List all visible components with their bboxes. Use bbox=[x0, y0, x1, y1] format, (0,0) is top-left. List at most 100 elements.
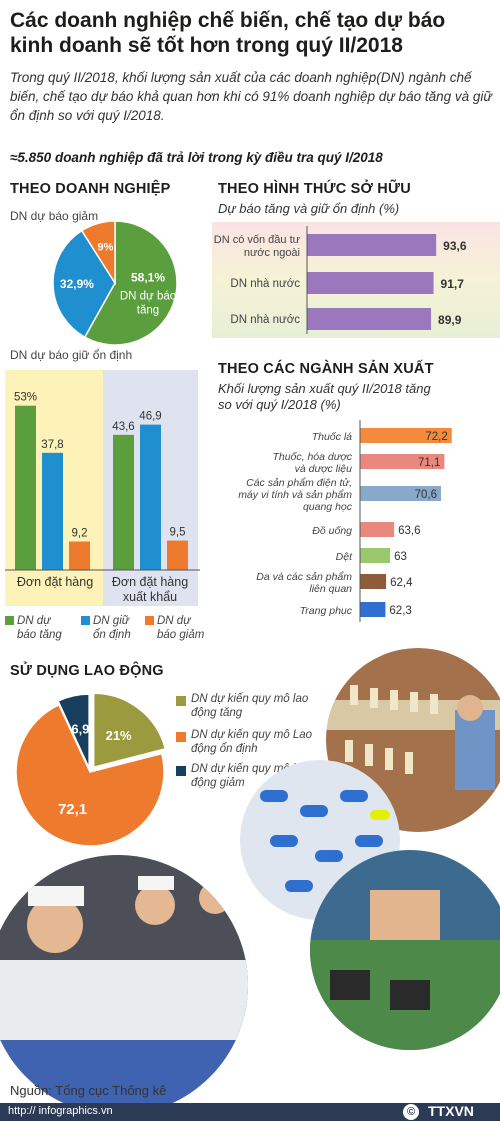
industry-value-label: 62,3 bbox=[389, 605, 411, 617]
labor-slice-0 bbox=[92, 692, 167, 769]
industry-category-label: và dược liệu bbox=[295, 463, 353, 475]
industry-value-label: 63 bbox=[394, 551, 407, 563]
garment-workers-photo bbox=[0, 855, 248, 1105]
survey-note: ≈5.850 doanh nghiệp đã trả lời trong kỳ … bbox=[10, 150, 383, 165]
industry-category-label: Các sản phẩm điện tử, bbox=[246, 477, 352, 489]
industry-category-label: Thuốc, hóa dược bbox=[272, 451, 352, 463]
industry-bar bbox=[360, 454, 445, 469]
website-link[interactable]: http:// infographics.vn bbox=[8, 1105, 113, 1117]
industry-bar bbox=[360, 602, 386, 617]
category-label: xuất khẩu bbox=[123, 590, 177, 604]
labor-slice-2 bbox=[57, 693, 90, 769]
ownership-category-label: DN có vốn đầu tư bbox=[214, 234, 301, 246]
industry-value-label: 71,1 bbox=[418, 457, 440, 469]
page-title: Các doanh nghiệp chế biến, chế tạo dự bá… bbox=[10, 9, 446, 57]
legend-label-decrease: DN dự báo giảm bbox=[157, 615, 205, 641]
source-text: Nguồn: Tổng cục Thống kê bbox=[10, 1083, 167, 1098]
ownership-value-label: 91,7 bbox=[441, 277, 465, 291]
industry-value-label: 72,2 bbox=[425, 431, 447, 443]
bar-1-0 bbox=[42, 452, 63, 570]
intro-text: Trong quý II/2018, khối lượng sản xuất c… bbox=[10, 70, 492, 123]
industry-bar bbox=[360, 574, 387, 589]
bar-value-label: 9,2 bbox=[72, 527, 88, 539]
ownership-value-label: 93,6 bbox=[443, 239, 467, 253]
legend-label-increase: DN dự báo tăng bbox=[17, 615, 62, 641]
pie-slice-increase bbox=[83, 220, 178, 346]
labor-value-label: 6,9 bbox=[71, 721, 89, 736]
section-heading-industry: THEO CÁC NGÀNH SẢN XUẤT bbox=[218, 361, 434, 377]
industry-subtitle: Khối lượng sản xuất quý II/2018 tăng so … bbox=[218, 381, 431, 412]
pie-inner-label: tăng bbox=[137, 305, 159, 317]
ownership-bar bbox=[307, 272, 434, 294]
ownership-category-label: DN nhà nước bbox=[230, 314, 300, 326]
enterprise-bar-chart: 53% 43,6 37,8 46,9 9,2 9,5 Đơn đặt hàng Đơn đặt… bbox=[5, 392, 200, 604]
labor-value-label: 21% bbox=[106, 728, 132, 743]
ownership-category-label: DN nhà nước bbox=[230, 278, 300, 290]
industry-category-label: liên quan bbox=[309, 583, 352, 595]
bar-value-label: 46,9 bbox=[139, 411, 161, 423]
labor-slice-1 bbox=[15, 703, 165, 847]
industry-category-label: Trang phục bbox=[300, 605, 353, 617]
section-heading-ownership: THEO HÌNH THỨC SỞ HỮU bbox=[218, 181, 411, 197]
ownership-subtitle: Dự báo tăng và giữ ổn định (%) bbox=[218, 201, 400, 216]
industry-category-label: Da và các sản phẩm bbox=[256, 571, 352, 583]
legend-swatch-increase bbox=[5, 616, 14, 625]
industry-value-label: 70,6 bbox=[415, 489, 437, 501]
bar-2-1 bbox=[167, 540, 188, 570]
ownership-bar bbox=[307, 234, 437, 256]
industry-category-label: Dệt bbox=[336, 551, 353, 563]
industry-value-label: 63,6 bbox=[398, 525, 420, 537]
bar-value-label: 53% bbox=[14, 392, 37, 404]
legend-label-stable: DN giữ ổn định bbox=[93, 615, 131, 641]
category-label: Đơn đặt hàng bbox=[112, 575, 188, 589]
pie-value-label: 9% bbox=[98, 241, 114, 253]
pie-value-label: 58,1% bbox=[131, 271, 165, 285]
enterprise-bar-legend: DN dự báo tăng DN giữ ổn định DN dự báo … bbox=[5, 614, 205, 654]
pie-value-label: 32,9% bbox=[60, 277, 94, 291]
section-heading-enterprise: THEO DOANH NGHIỆP bbox=[10, 181, 171, 197]
industry-bar bbox=[360, 548, 391, 563]
ownership-category-label: nước ngoài bbox=[244, 247, 300, 259]
bar-value-label: 43,6 bbox=[112, 421, 134, 433]
pie-slice-decrease bbox=[80, 220, 116, 286]
footer-bar: http:// infographics.vn © TTXVN bbox=[0, 1103, 500, 1121]
labor-legend-swatch-decrease bbox=[176, 766, 186, 776]
electronics-photo bbox=[310, 850, 500, 1050]
bar-value-label: 9,5 bbox=[170, 527, 186, 539]
industry-bar bbox=[360, 428, 452, 443]
ownership-bar bbox=[307, 308, 432, 330]
industry-bar bbox=[360, 522, 395, 537]
enterprise-pie-chart: 58,1% 32,9% 9% DN dự báo tăng bbox=[52, 220, 178, 346]
industry-bar bbox=[360, 486, 442, 501]
bar-0-1 bbox=[113, 434, 134, 570]
bar-1-1 bbox=[140, 424, 161, 570]
agency-logo: TTXVN bbox=[428, 1103, 474, 1119]
bar-0-0 bbox=[15, 405, 36, 570]
pie-label-stable: DN dự báo giữ ổn định bbox=[10, 348, 133, 362]
legend-swatch-stable bbox=[81, 616, 90, 625]
category-label: Đơn đặt hàng bbox=[17, 575, 93, 589]
industry-value-label: 62,4 bbox=[390, 577, 413, 589]
photo-collage bbox=[0, 648, 500, 1105]
labor-pie-chart: 21% 72,1 6,9 bbox=[15, 692, 167, 847]
industry-category-label: Đồ uống bbox=[312, 525, 352, 537]
ownership-value-label: 89,9 bbox=[438, 313, 462, 327]
labor-legend-increase: DN dự kiến quy mô lao động tăng bbox=[191, 693, 309, 719]
legend-swatch-decrease bbox=[145, 616, 154, 625]
copyright-icon: © bbox=[403, 1104, 419, 1120]
pie-inner-label: DN dự báo bbox=[120, 291, 176, 303]
labor-value-label: 72,1 bbox=[58, 801, 87, 818]
bar-value-label: 37,8 bbox=[41, 439, 63, 451]
factory-bottles-photo bbox=[326, 648, 500, 832]
pie-slice-stable bbox=[52, 229, 116, 339]
section-heading-labor: SỬ DỤNG LAO ĐỘNG bbox=[10, 663, 164, 679]
labor-legend-swatch-stable bbox=[176, 732, 186, 742]
pie-label-decrease: DN dự báo giảm bbox=[10, 209, 99, 223]
labor-legend-swatch-increase bbox=[176, 696, 186, 706]
industry-category-label: máy vi tính và sản phẩm bbox=[238, 489, 352, 501]
labor-legend-stable: DN dự kiến quy mô Lao động ổn định bbox=[191, 729, 313, 755]
industry-category-label: Thuốc lá bbox=[312, 431, 352, 443]
bar-2-0 bbox=[69, 541, 90, 570]
